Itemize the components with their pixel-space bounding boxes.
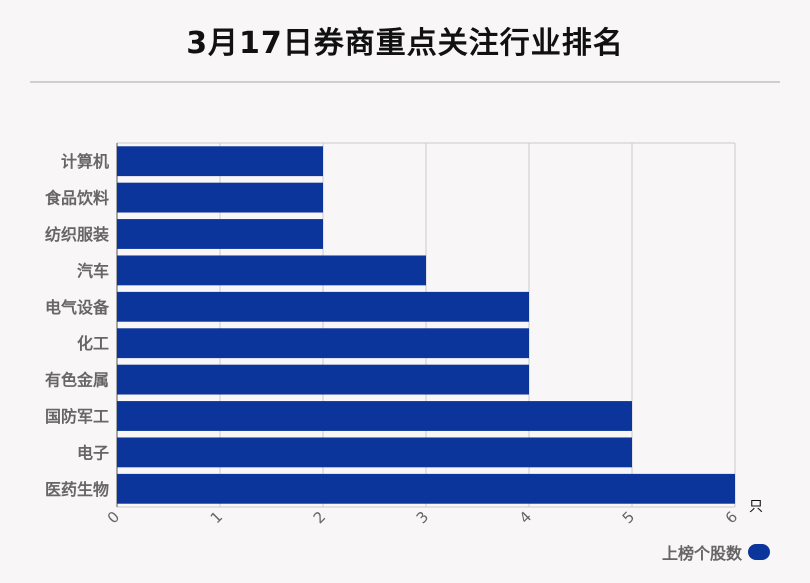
x-tick-label: 2 bbox=[310, 508, 329, 527]
category-label: 国防军工 bbox=[45, 407, 109, 426]
bar bbox=[117, 364, 529, 395]
category-label: 医药生物 bbox=[45, 480, 109, 499]
x-tick-label: 1 bbox=[207, 508, 226, 527]
bar bbox=[117, 255, 426, 286]
bar bbox=[117, 146, 323, 177]
x-tick-label: 0 bbox=[104, 508, 123, 527]
bar bbox=[117, 182, 323, 213]
bar bbox=[117, 437, 632, 468]
title-divider bbox=[30, 81, 780, 83]
category-label: 化工 bbox=[77, 334, 109, 353]
x-tick-label: 5 bbox=[619, 508, 638, 527]
x-unit-label: 只 bbox=[749, 499, 763, 515]
bar bbox=[117, 219, 323, 249]
category-label: 食品饮料 bbox=[44, 189, 109, 208]
bar bbox=[117, 291, 529, 322]
x-tick-labels: 0 1 2 3 4 5 6 bbox=[104, 508, 741, 527]
legend-swatch bbox=[748, 544, 770, 560]
category-label: 计算机 bbox=[61, 152, 109, 171]
legend-label: 上榜个股数 bbox=[661, 544, 742, 563]
x-tick-label: 6 bbox=[722, 508, 741, 527]
legend: 上榜个股数 bbox=[662, 540, 770, 564]
bars bbox=[117, 146, 735, 504]
category-label: 电子 bbox=[77, 443, 109, 462]
x-tick-label: 3 bbox=[413, 508, 432, 527]
bar bbox=[117, 401, 632, 431]
category-label: 汽车 bbox=[77, 261, 109, 280]
chart-title: 3月17日券商重点关注行业排名 bbox=[186, 26, 624, 61]
bar bbox=[117, 328, 529, 359]
category-label: 电气设备 bbox=[45, 298, 110, 317]
category-label: 有色金属 bbox=[45, 371, 109, 390]
category-label: 纺织服装 bbox=[45, 225, 109, 244]
bar bbox=[117, 473, 735, 504]
x-tick-label: 4 bbox=[516, 508, 535, 527]
